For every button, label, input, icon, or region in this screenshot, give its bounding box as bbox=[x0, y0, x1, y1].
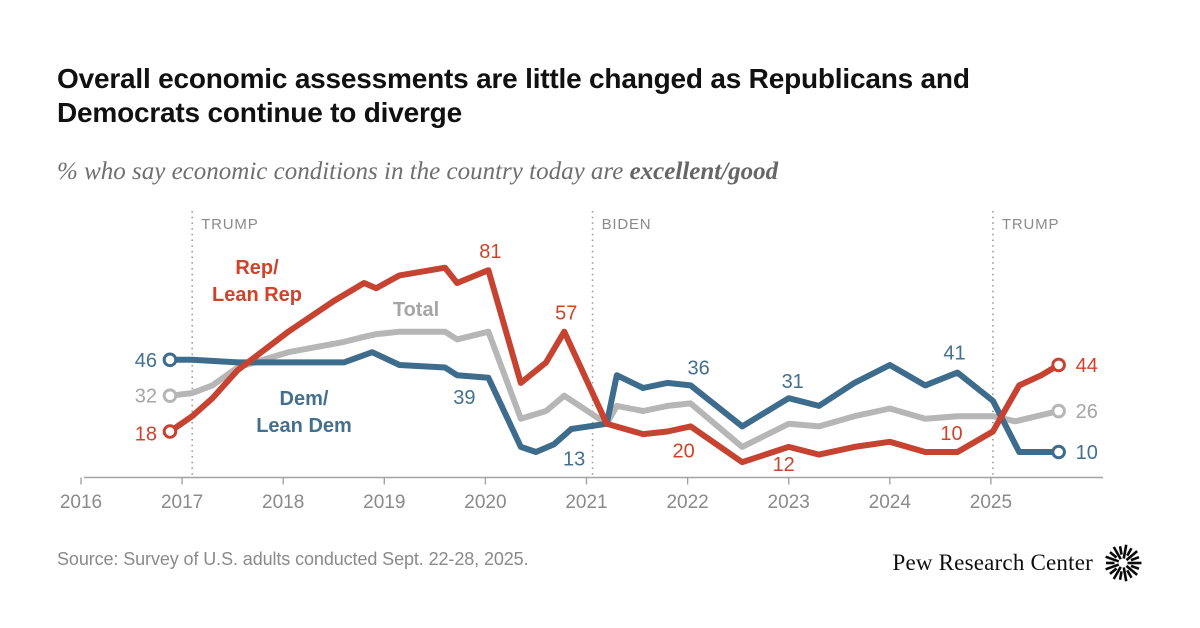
x-tick-label: 2019 bbox=[363, 492, 405, 513]
x-tick-label: 2024 bbox=[869, 492, 912, 513]
era-label-0: TRUMP bbox=[201, 216, 258, 233]
brand-lockup: Pew Research Center bbox=[892, 543, 1143, 583]
value-label-rep-81: 81 bbox=[479, 241, 501, 263]
x-tick-label: 2017 bbox=[161, 492, 203, 513]
era-label-1: BIDEN bbox=[602, 216, 652, 233]
value-label-rep-20: 20 bbox=[673, 440, 695, 462]
source-note: Source: Survey of U.S. adults conducted … bbox=[57, 549, 529, 569]
legend-dem: Lean Dem bbox=[256, 415, 352, 437]
x-tick-label: 2016 bbox=[60, 492, 102, 513]
x-tick-label: 2021 bbox=[565, 492, 607, 513]
chart-subtitle: % who say economic conditions in the cou… bbox=[57, 158, 778, 186]
legend-dem: Dem/ bbox=[280, 388, 329, 410]
value-label-dem-39: 39 bbox=[453, 387, 475, 409]
value-label-rep-12: 12 bbox=[773, 454, 795, 476]
value-label-rep-44: 44 bbox=[1076, 355, 1098, 377]
endpoint-marker-rep bbox=[162, 424, 178, 439]
subtitle-emphasis: excellent/good bbox=[629, 158, 779, 185]
endpoint-marker-dem bbox=[1051, 444, 1066, 460]
value-label-dem-41: 41 bbox=[943, 343, 965, 365]
era-label-2: TRUMP bbox=[1002, 216, 1059, 233]
legend-rep: Rep/ bbox=[235, 257, 279, 279]
value-label-dem-36: 36 bbox=[688, 357, 710, 379]
value-label-rep-18: 18 bbox=[135, 424, 157, 446]
endpoint-marker-dem bbox=[162, 352, 178, 368]
endpoint-marker-total bbox=[1051, 403, 1066, 419]
value-label-rep-57: 57 bbox=[555, 303, 577, 325]
x-tick-label: 2020 bbox=[464, 492, 506, 513]
value-label-dem-10: 10 bbox=[1076, 442, 1098, 464]
series-line-total bbox=[169, 328, 1060, 450]
title-line-1: Overall economic assessments are little … bbox=[57, 63, 970, 94]
value-label-total-32: 32 bbox=[135, 386, 157, 408]
series-line-rep bbox=[168, 264, 1061, 466]
x-tick-label: 2023 bbox=[768, 492, 810, 513]
title-line-2: Democrats continue to diverge bbox=[57, 97, 462, 128]
x-tick-label: 2018 bbox=[262, 492, 304, 513]
subtitle-text: % who say economic conditions in the cou… bbox=[57, 158, 630, 185]
x-tick-label: 2025 bbox=[970, 492, 1012, 513]
brand-wordmark: Pew Research Center bbox=[892, 550, 1093, 575]
value-label-dem-46: 46 bbox=[135, 350, 157, 372]
value-label-dem-13: 13 bbox=[563, 448, 585, 470]
chart-title: Overall economic assessments are little … bbox=[57, 62, 970, 130]
x-tick-label: 2022 bbox=[666, 492, 708, 513]
legend-total: Total bbox=[393, 299, 439, 321]
value-label-total-26: 26 bbox=[1076, 401, 1098, 423]
value-label-rep-10: 10 bbox=[940, 423, 962, 445]
value-label-dem-31: 31 bbox=[782, 371, 804, 393]
sunburst-icon bbox=[1105, 544, 1142, 582]
legend-rep: Lean Rep bbox=[212, 284, 302, 306]
endpoint-marker-rep bbox=[1051, 357, 1066, 373]
endpoint-marker-total bbox=[162, 388, 178, 403]
